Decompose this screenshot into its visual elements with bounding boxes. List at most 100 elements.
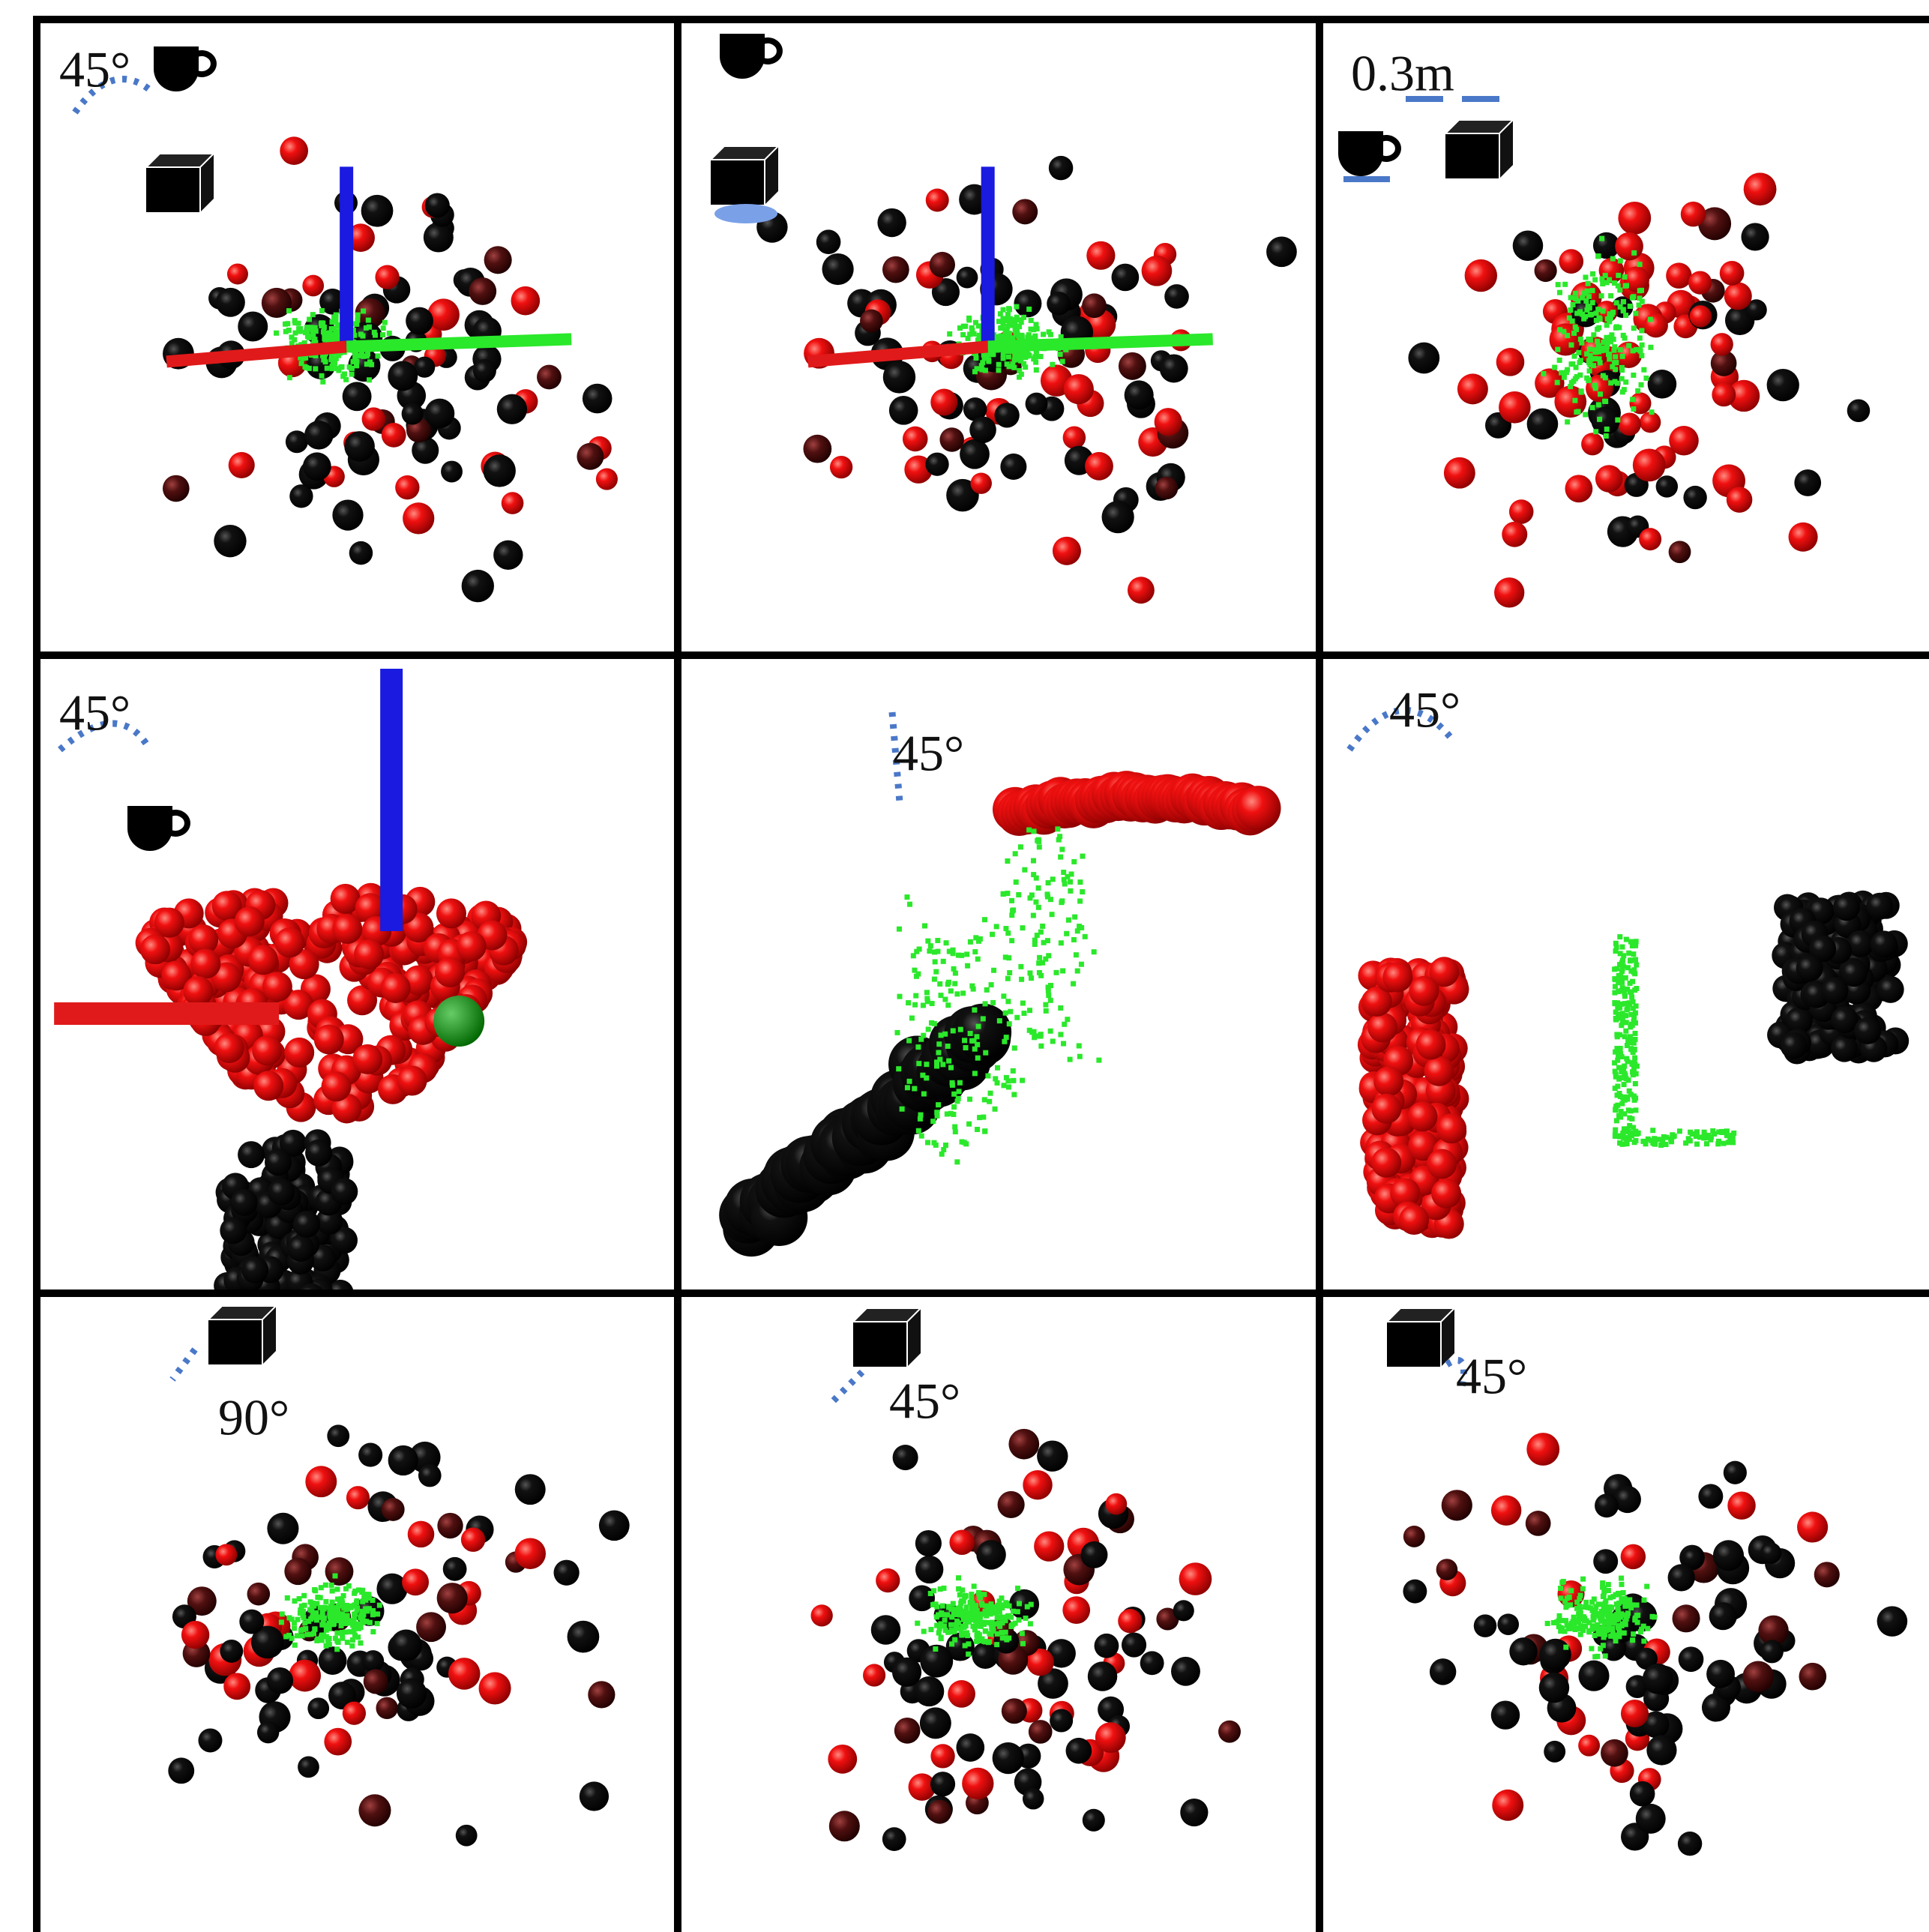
sphere — [976, 1540, 1005, 1569]
point — [951, 948, 956, 953]
sphere — [1049, 156, 1073, 180]
point — [1628, 990, 1634, 995]
point — [975, 1056, 981, 1061]
point — [1598, 1613, 1603, 1618]
point — [964, 951, 969, 957]
point — [330, 1589, 335, 1594]
point — [1555, 347, 1560, 352]
point — [1631, 1019, 1637, 1024]
point — [1027, 970, 1032, 975]
point — [299, 1604, 304, 1609]
sphere — [293, 1293, 320, 1320]
point — [1005, 976, 1011, 981]
point — [1031, 913, 1036, 918]
point — [1557, 290, 1562, 295]
point — [1604, 280, 1610, 285]
point — [1607, 1617, 1613, 1622]
point — [1595, 253, 1601, 259]
sphere — [265, 1149, 292, 1176]
axis-arrow — [988, 339, 1213, 346]
sphere — [304, 421, 334, 450]
point — [954, 1159, 960, 1164]
point — [1641, 367, 1646, 373]
point — [933, 1646, 938, 1652]
point — [981, 1639, 987, 1644]
point — [1625, 965, 1631, 970]
point — [1627, 1137, 1632, 1142]
sphere — [325, 1298, 352, 1325]
point — [356, 1626, 361, 1631]
point — [1594, 318, 1599, 323]
sphere — [223, 1673, 250, 1700]
sphere — [876, 1568, 900, 1592]
point — [1620, 1621, 1625, 1626]
sphere — [287, 1235, 314, 1262]
point — [1627, 1000, 1632, 1005]
point — [1641, 1598, 1646, 1603]
point — [1596, 344, 1601, 349]
point — [1563, 1604, 1568, 1610]
point — [1613, 1071, 1619, 1077]
sphere — [319, 1646, 347, 1675]
sphere — [1112, 264, 1140, 292]
sphere — [391, 1630, 422, 1661]
sphere — [1578, 1661, 1609, 1691]
sphere — [277, 1340, 304, 1367]
point — [1595, 339, 1600, 344]
point — [367, 359, 373, 364]
sphere — [268, 1179, 295, 1206]
point — [358, 1613, 364, 1618]
point — [1007, 307, 1012, 312]
point — [1620, 958, 1625, 963]
point — [1715, 1141, 1721, 1146]
point — [1614, 1613, 1619, 1619]
point — [1624, 283, 1629, 288]
point — [1652, 1136, 1657, 1141]
sphere — [1741, 223, 1769, 250]
point — [1621, 299, 1626, 304]
point — [937, 981, 942, 987]
panel-label: 90° — [218, 1389, 289, 1446]
sphere — [930, 1772, 955, 1796]
panel-label: 45° — [59, 684, 130, 741]
sphere — [930, 1744, 954, 1768]
point — [998, 325, 1003, 331]
point — [905, 1085, 910, 1090]
point — [1077, 879, 1083, 885]
point — [918, 1116, 923, 1122]
sphere — [216, 288, 245, 317]
point — [1005, 999, 1011, 1004]
point — [1669, 1139, 1674, 1144]
point — [1670, 1134, 1676, 1140]
point — [909, 1015, 915, 1020]
point — [1627, 1597, 1632, 1602]
point — [322, 1616, 327, 1621]
point — [1631, 294, 1636, 299]
point — [1605, 1625, 1610, 1631]
point — [925, 999, 930, 1004]
point — [1561, 1579, 1566, 1584]
sphere — [416, 1612, 446, 1642]
sphere — [1494, 577, 1524, 607]
point — [328, 1614, 333, 1619]
point — [1660, 1139, 1665, 1144]
point — [1006, 1084, 1011, 1089]
point — [301, 1627, 306, 1632]
sphere — [1877, 976, 1904, 1003]
sphere — [1409, 976, 1439, 1006]
sphere — [1053, 537, 1081, 565]
point — [1637, 288, 1643, 293]
sphere — [1180, 1799, 1208, 1826]
point — [983, 1628, 988, 1634]
sphere — [1012, 199, 1038, 224]
sphere — [962, 1768, 993, 1799]
point — [997, 1598, 1002, 1604]
sphere — [1080, 1541, 1107, 1568]
sphere — [437, 1513, 463, 1538]
point — [969, 984, 975, 989]
point — [1636, 1131, 1641, 1136]
point — [1571, 1615, 1577, 1620]
point — [982, 1128, 987, 1134]
point — [1616, 989, 1621, 994]
point — [349, 1643, 355, 1649]
